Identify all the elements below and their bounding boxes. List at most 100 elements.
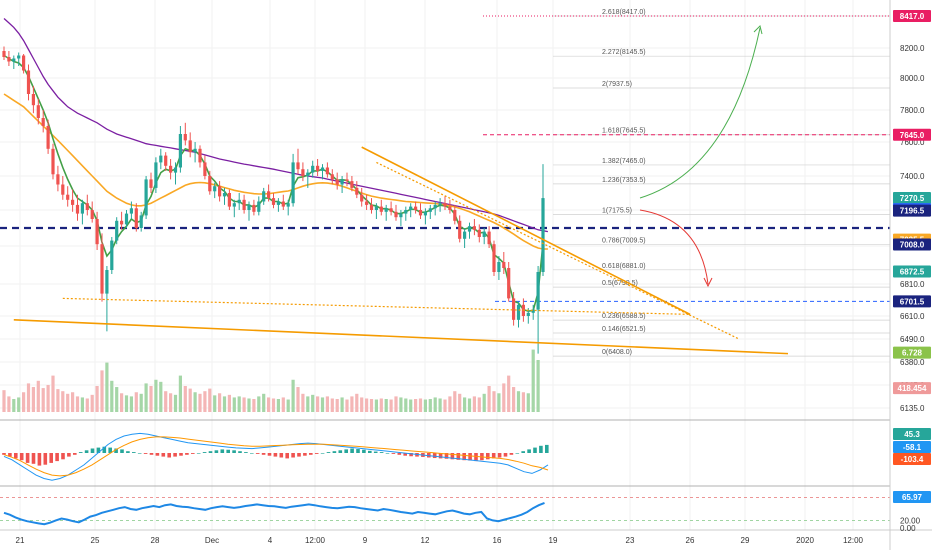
candle-down [164, 155, 168, 166]
candle-up [409, 206, 413, 210]
macd-histogram-bar [509, 453, 514, 455]
price-panel[interactable]: 2.618(8417.0) 2.272(8145.5) 2(7937.5) 1.618… [0, 9, 890, 412]
volume-bar [115, 387, 119, 412]
macd-histogram-bar [409, 453, 413, 457]
price-badge [893, 346, 931, 359]
candle-down [418, 210, 423, 216]
fibonacci-levels: 2.618(8417.0) 2.272(8145.5) 2(7937.5) 1.618… [553, 9, 890, 357]
candle-up [404, 210, 408, 214]
fib-label: 1.382(7465.0) [602, 158, 646, 165]
candle-down [183, 134, 187, 141]
macd-histogram-bar [78, 452, 83, 453]
macd-histogram-bar [379, 452, 384, 453]
volume-bar [389, 399, 393, 412]
macd-histogram-bar [279, 453, 284, 458]
volume-bar [281, 397, 285, 412]
volume-bar [345, 399, 349, 412]
price-badge [893, 10, 931, 22]
candle-down [472, 226, 476, 230]
macd-histogram-bar [456, 453, 461, 460]
candle-down [330, 174, 334, 180]
volume-bar [26, 383, 31, 412]
macd-histogram-bar [114, 448, 118, 453]
candle-down [227, 193, 231, 207]
lower-support-line [13, 319, 789, 355]
candle-down [369, 204, 374, 210]
price-badge-label: 7008.0 [900, 241, 925, 250]
macd-histogram-bar [173, 453, 177, 457]
macd-histogram-bar [155, 453, 160, 456]
volume-bar [17, 397, 21, 412]
bear-arrow-head [703, 277, 713, 288]
macd-histogram-bar [462, 453, 466, 461]
time-axis[interactable]: 21 25 28 Dec 4 12:00 9 12 16 19 23 26 29 2020 12:00 [16, 536, 864, 545]
volume-bar [369, 399, 374, 412]
volume-bar [487, 386, 491, 412]
volume-bar [507, 375, 511, 412]
horizontal-lines [0, 15, 890, 302]
price-badge [893, 295, 931, 308]
rsi-tick-label: 20.00 [900, 516, 921, 525]
candle-down [85, 203, 89, 210]
price-tick-label: 7400.0 [900, 172, 925, 181]
rsi-panel[interactable] [0, 497, 890, 526]
candle-up [257, 201, 261, 212]
macd-histogram-bar [344, 449, 348, 453]
volume-bar [75, 396, 80, 412]
price-badge-label: 65.97 [902, 493, 923, 502]
time-tick-label: 12 [421, 536, 430, 545]
macd-panel[interactable] [2, 432, 549, 481]
price-badge-label: -103.4 [901, 455, 924, 464]
macd-histogram-bar [161, 453, 166, 457]
price-badges: 8417.07645.07270.57205.57196.57035.57008… [893, 10, 931, 503]
candle-up [232, 203, 236, 207]
candle-up [178, 134, 182, 168]
time-tick-label: 21 [16, 536, 25, 545]
volume-bar [458, 393, 462, 412]
volume-bar [365, 398, 369, 412]
volume-bar [169, 393, 173, 412]
price-badge-label: -58.1 [903, 443, 922, 452]
candle-down [56, 174, 60, 185]
macd-histogram-bar [332, 451, 337, 453]
macd-histogram-bar [102, 446, 107, 453]
volume-bar [409, 399, 413, 412]
candle-down [41, 118, 45, 126]
volume-bar [80, 397, 84, 412]
volume-bar [164, 391, 168, 412]
macd-histogram-bar [31, 453, 36, 464]
volume-bar [355, 393, 359, 412]
candle-down [31, 94, 35, 106]
candle-down [26, 70, 31, 94]
volume-bar [183, 386, 187, 412]
forecast-arrows [639, 25, 763, 288]
fib-label: 1.236(7353.5) [602, 177, 646, 184]
candle-up [433, 204, 437, 209]
support-dotted-line [62, 297, 691, 315]
volume-bar [482, 393, 486, 412]
candle-down [345, 179, 349, 182]
macd-histogram-bar [208, 451, 213, 453]
candle-down [36, 105, 40, 118]
volume-bar [433, 397, 437, 412]
price-badge [893, 238, 931, 251]
time-tick-label: Dec [205, 536, 219, 545]
price-badge [893, 192, 931, 205]
candle-up [144, 179, 148, 216]
candle-down [95, 219, 99, 245]
candle-down [414, 206, 418, 210]
candle-down [507, 268, 511, 299]
volume-bar [198, 393, 202, 412]
candle-down [301, 169, 305, 176]
macd-histogram-bar [226, 449, 230, 453]
volume-bar [105, 362, 109, 412]
macd-histogram-bar [503, 453, 508, 457]
candle-down [71, 199, 75, 205]
volume-bar [144, 383, 148, 412]
candle-up [428, 208, 432, 212]
candle-down [242, 199, 246, 210]
price-tick-label: 7800.0 [900, 106, 925, 115]
candle-up [159, 155, 163, 163]
macd-histogram-bar [273, 453, 278, 457]
fib-label: 1.618(7645.5) [602, 128, 646, 135]
